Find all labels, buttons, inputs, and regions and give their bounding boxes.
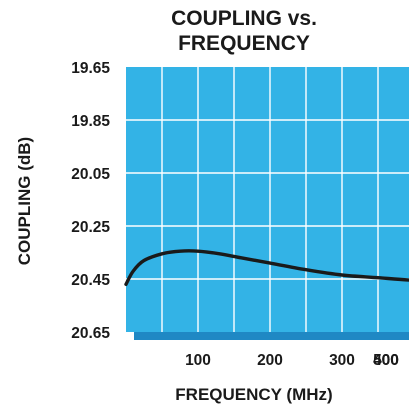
x-tick-label: 500	[373, 352, 399, 369]
y-tick-label: 20.45	[71, 272, 110, 289]
x-axis-label: FREQUENCY (MHz)	[175, 385, 332, 404]
y-axis-label: COUPLING (dB)	[15, 137, 34, 265]
plot-area	[126, 67, 409, 332]
chart-title-line-2: FREQUENCY	[178, 32, 310, 55]
y-tick-label: 20.65	[71, 325, 110, 342]
y-tick-label: 19.65	[71, 60, 110, 77]
y-tick-labels: 19.65 19.85 20.05 20.25 20.45 20.65	[71, 60, 110, 342]
grid-lines	[126, 67, 409, 332]
y-tick-label: 20.25	[71, 219, 110, 236]
series-line	[124, 249, 409, 286]
chart-title-line-1: COUPLING vs.	[171, 7, 317, 30]
y-tick-label: 20.05	[71, 166, 110, 183]
y-tick-label: 19.85	[71, 113, 110, 130]
x-tick-label: 300	[329, 352, 355, 369]
x-tick-label: 200	[257, 352, 283, 369]
x-tick-label: 400	[373, 352, 399, 369]
x-tick-label: 100	[185, 352, 211, 369]
